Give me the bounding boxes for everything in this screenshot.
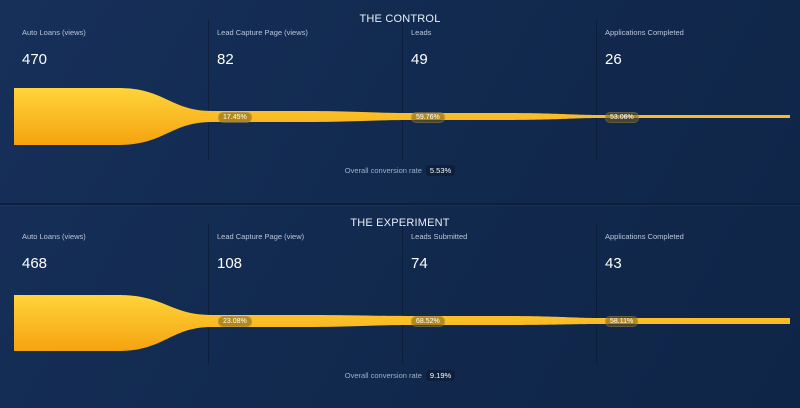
step-conversion-badge: 23.08% [218, 316, 252, 327]
stage-value: 26 [605, 51, 622, 68]
stage-label: Applications Completed [605, 28, 684, 37]
stage-label: Leads Submitted [411, 232, 468, 241]
stage-value: 43 [605, 255, 622, 272]
control-funnel-panel: THE CONTROL Auto Loans (views) 470 Lead … [0, 13, 800, 176]
stage-column: Auto Loans (views) 470 [14, 20, 208, 160]
overall-conversion-value: 5.53% [425, 165, 456, 176]
stage-value: 49 [411, 51, 428, 68]
stage-column: Lead Capture Page (views) 82 [208, 20, 403, 160]
overall-conversion-label: Overall conversion rate [344, 166, 422, 175]
stage-column: Applications Completed 26 [596, 20, 791, 160]
step-conversion-badge: 53.06% [605, 112, 639, 123]
stage-label: Lead Capture Page (view) [217, 232, 305, 241]
step-conversion-badge: 68.52% [411, 316, 445, 327]
stage-label: Lead Capture Page (views) [217, 28, 308, 37]
funnel-shape [14, 88, 790, 145]
stage-label: Auto Loans (views) [22, 28, 86, 37]
step-conversion-badge: 59.76% [411, 112, 445, 123]
stage-column: Leads 49 [402, 20, 597, 160]
overall-conversion-label: Overall conversion rate [344, 371, 422, 380]
stage-column: Leads Submitted 74 [402, 224, 597, 364]
funnel-shape [14, 295, 790, 351]
stage-value: 74 [411, 255, 428, 272]
overall-conversion: Overall conversion rate 5.53% [0, 165, 800, 176]
step-conversion-badge: 17.45% [218, 112, 252, 123]
stage-column: Lead Capture Page (view) 108 [208, 224, 403, 364]
panel-title: THE CONTROL [359, 13, 441, 25]
overall-conversion: Overall conversion rate 9.19% [0, 370, 800, 381]
stage-label: Auto Loans (views) [22, 232, 86, 241]
stage-value: 108 [217, 255, 243, 272]
stage-label: Applications Completed [605, 232, 684, 241]
stage-value: 470 [22, 51, 48, 68]
overall-conversion-value: 9.19% [425, 370, 456, 381]
stage-column: Auto Loans (views) 468 [14, 224, 208, 364]
funnel-area [14, 88, 790, 145]
panel-title: THE EXPERIMENT [350, 217, 450, 229]
step-conversion-badge: 58.11% [605, 316, 639, 327]
stage-column: Applications Completed 43 [596, 224, 791, 364]
stage-value: 468 [22, 255, 48, 272]
funnel-area [14, 295, 790, 351]
experiment-funnel-panel: THE EXPERIMENT Auto Loans (views) 468 Le… [0, 204, 800, 408]
panel-divider [0, 203, 800, 205]
stage-value: 82 [217, 51, 234, 68]
stage-label: Leads [411, 28, 432, 37]
